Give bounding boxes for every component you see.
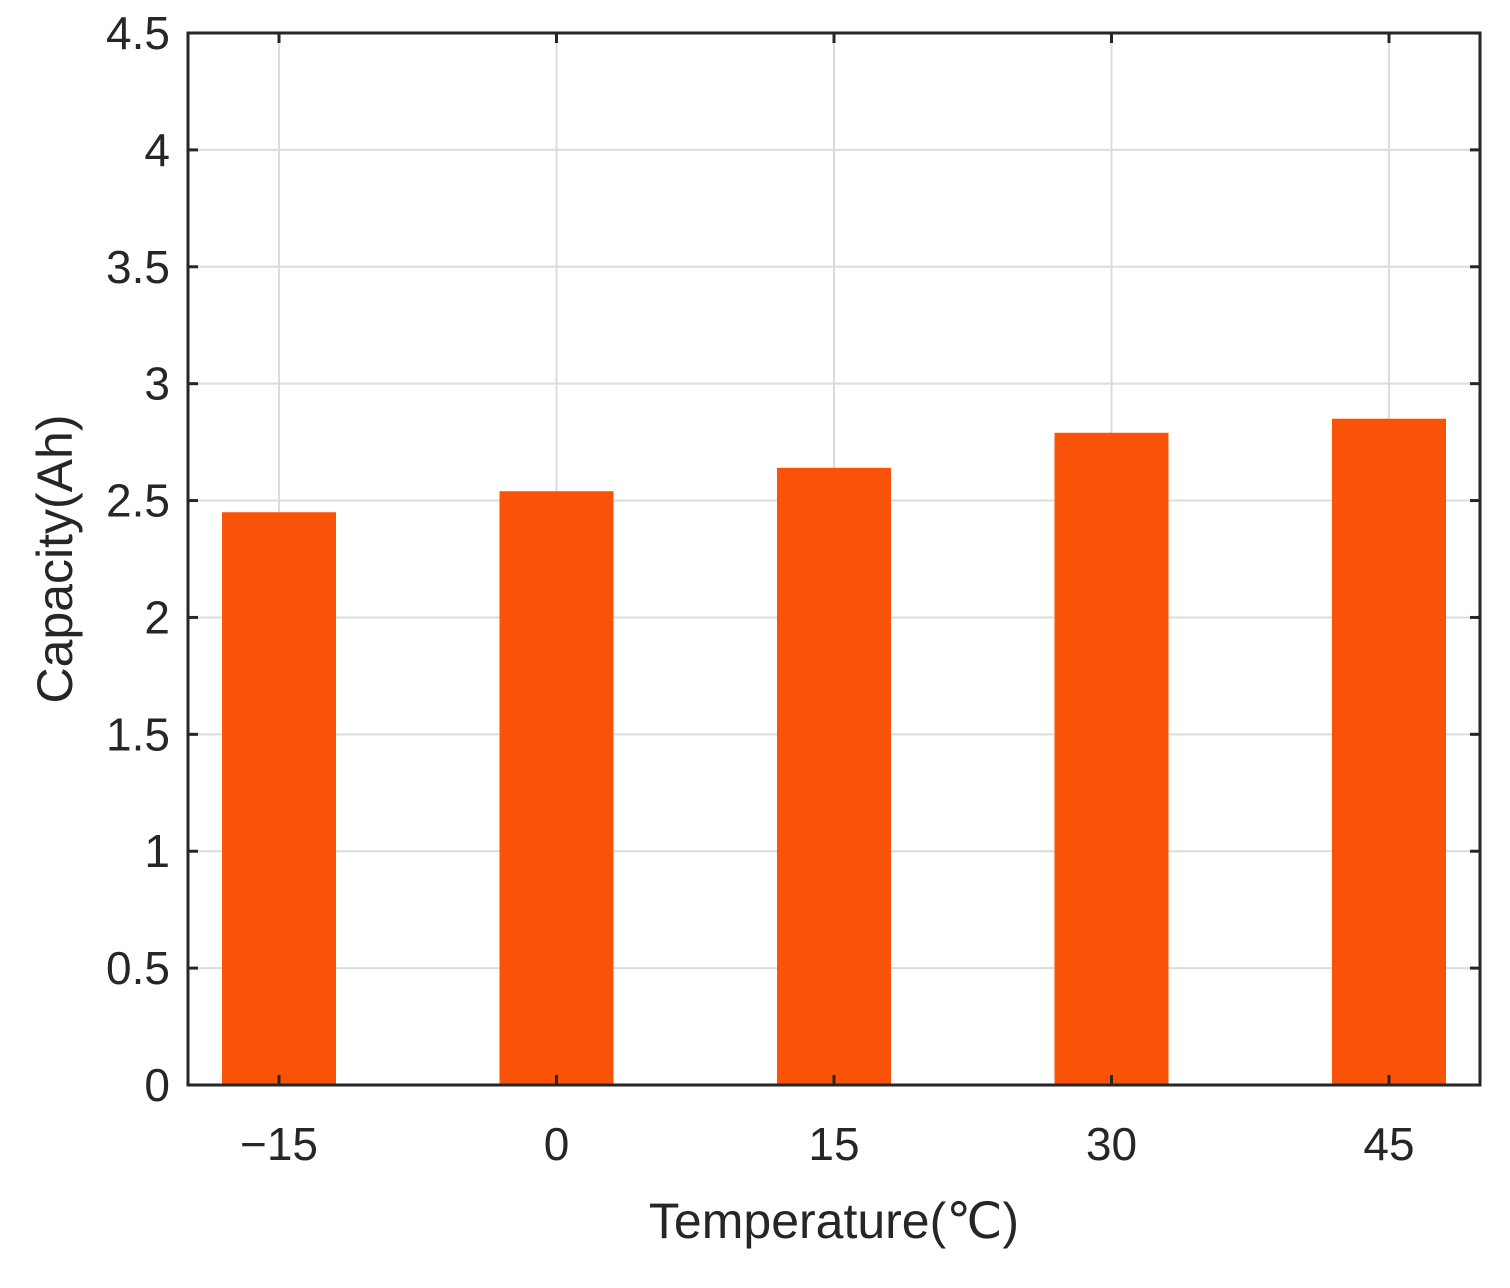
bar [1332, 418, 1446, 1085]
x-tick-label: 30 [1086, 1118, 1137, 1170]
y-axis-title: Capacity(Ah) [27, 415, 83, 704]
y-tick-label: 0 [144, 1059, 170, 1111]
bar [499, 491, 614, 1085]
x-tick-label: 15 [808, 1118, 859, 1170]
bar [222, 512, 336, 1085]
y-tick-label: 4.5 [106, 7, 170, 59]
bar [777, 467, 891, 1085]
x-axis-title: Temperature(℃) [649, 1193, 1019, 1249]
y-tick-label: 4 [144, 124, 170, 176]
x-tick-label: −15 [240, 1118, 318, 1170]
y-tick-label: 2 [144, 591, 170, 643]
y-tick-label: 3.5 [106, 241, 170, 293]
x-tick-label: 45 [1363, 1118, 1414, 1170]
y-tick-label: 0.5 [106, 942, 170, 994]
x-tick-label: 0 [544, 1118, 570, 1170]
y-tick-label: 3 [144, 358, 170, 410]
y-tick-label: 2.5 [106, 475, 170, 527]
ticks-layer: 0 0.5 1 1.5 2 2.5 3 3.5 4 4.5 −15 0 15 30 45 [106, 7, 1480, 1170]
bar [1054, 432, 1169, 1085]
y-tick-label: 1 [144, 825, 170, 877]
bars-layer [222, 418, 1446, 1085]
y-tick-label: 1.5 [106, 708, 170, 760]
